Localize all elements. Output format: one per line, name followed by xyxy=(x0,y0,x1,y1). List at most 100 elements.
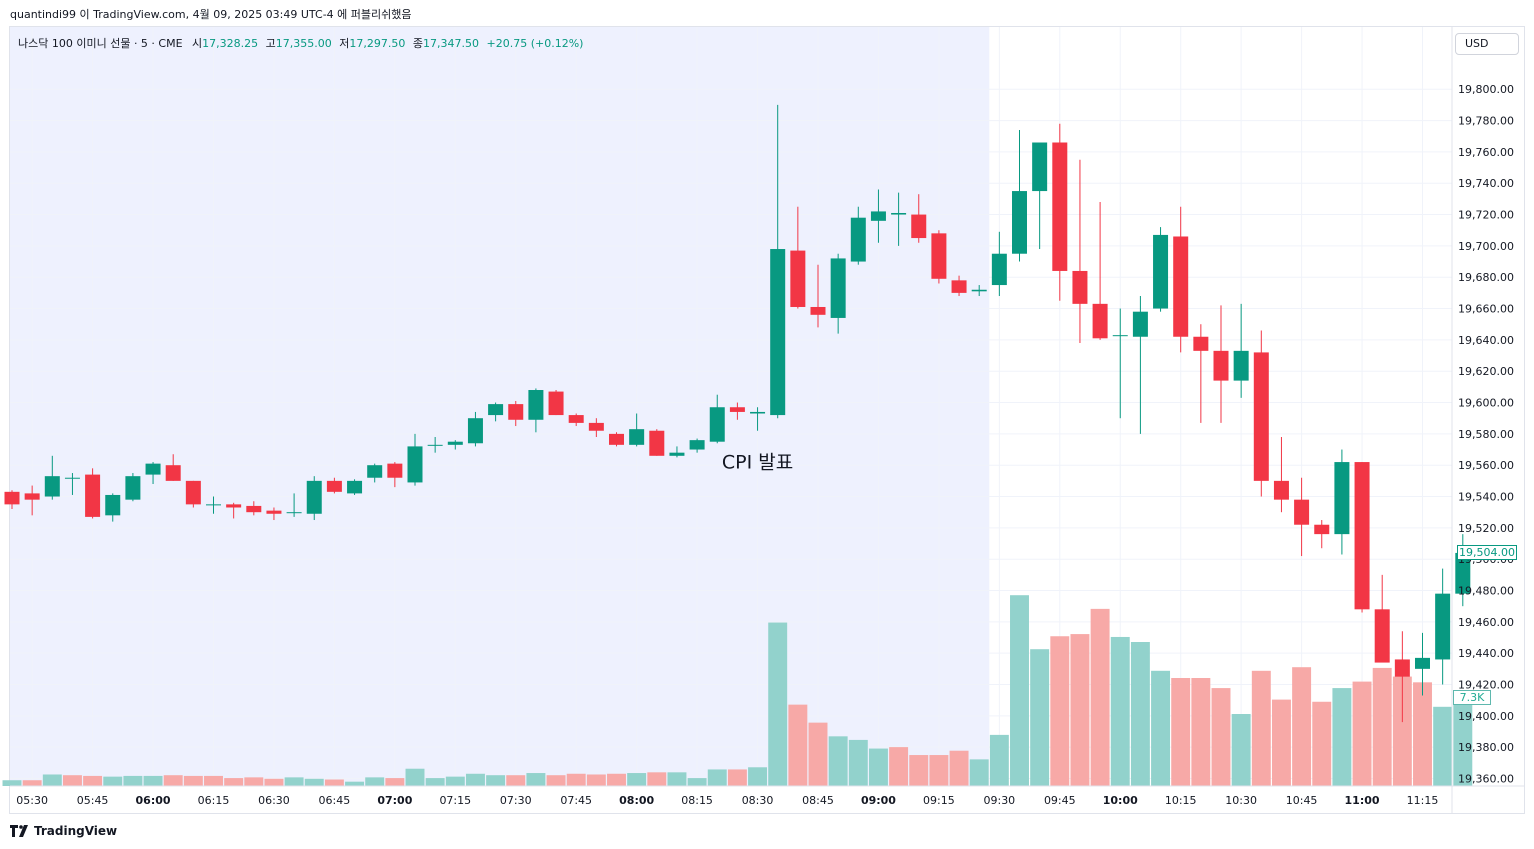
candle[interactable] xyxy=(588,418,604,438)
candle[interactable] xyxy=(548,390,564,416)
candle[interactable] xyxy=(1354,462,1370,613)
footer[interactable]: TradingView xyxy=(10,824,117,838)
candle[interactable] xyxy=(1213,305,1229,423)
candle[interactable] xyxy=(4,490,20,510)
candle[interactable] xyxy=(326,477,342,494)
candle-body xyxy=(367,465,383,478)
candle[interactable] xyxy=(1435,568,1451,685)
candle[interactable] xyxy=(1112,308,1128,419)
candle[interactable] xyxy=(649,429,665,456)
candle[interactable] xyxy=(971,285,987,297)
candle[interactable] xyxy=(1012,129,1027,262)
candle[interactable] xyxy=(447,440,463,450)
candle[interactable] xyxy=(669,446,685,458)
candle[interactable] xyxy=(770,104,786,419)
candle-body xyxy=(1112,335,1128,337)
candle[interactable] xyxy=(1294,477,1310,557)
candle[interactable] xyxy=(528,388,544,433)
candle[interactable] xyxy=(1032,142,1048,250)
candle[interactable] xyxy=(689,438,705,453)
candle[interactable] xyxy=(1052,123,1068,301)
candle-body xyxy=(669,452,685,456)
candle[interactable] xyxy=(1253,330,1269,497)
candle[interactable] xyxy=(266,507,282,521)
candle[interactable] xyxy=(1153,227,1169,312)
candle[interactable] xyxy=(810,264,826,328)
candle[interactable] xyxy=(951,275,967,297)
candle[interactable] xyxy=(1193,324,1209,423)
candle[interactable] xyxy=(991,231,1007,297)
candle[interactable] xyxy=(870,189,886,243)
candle[interactable] xyxy=(306,476,322,521)
candle[interactable] xyxy=(568,413,584,427)
candle[interactable] xyxy=(891,192,907,246)
candle[interactable] xyxy=(1415,632,1430,696)
candle[interactable] xyxy=(729,402,745,420)
volume-bar xyxy=(486,775,506,786)
candle[interactable] xyxy=(125,473,141,502)
currency-button[interactable]: USD xyxy=(1455,33,1519,55)
candle[interactable] xyxy=(1314,520,1330,549)
volume-bar xyxy=(566,773,586,786)
candle[interactable] xyxy=(467,411,483,447)
candle[interactable] xyxy=(1334,449,1350,555)
volume-bar xyxy=(1352,681,1372,786)
volume-bar xyxy=(727,769,747,786)
candle-body xyxy=(729,407,745,412)
volume-bar xyxy=(284,777,304,786)
price-tick-label: 19,400.00 xyxy=(1458,710,1514,723)
candle[interactable] xyxy=(931,230,947,284)
candle-body xyxy=(870,211,886,221)
candle[interactable] xyxy=(347,479,363,495)
candle[interactable] xyxy=(165,454,181,481)
candle-body xyxy=(971,289,987,292)
time-tick-label: 08:00 xyxy=(619,794,654,807)
candle[interactable] xyxy=(367,463,383,483)
candle[interactable] xyxy=(206,496,221,514)
candle[interactable] xyxy=(407,433,423,486)
candle[interactable] xyxy=(750,407,766,431)
symbol-name[interactable]: 나스닥 100 이미니 선물 · 5 · CME xyxy=(18,37,183,50)
volume-bar xyxy=(42,774,62,786)
volume-bar xyxy=(1191,678,1211,786)
candle-body xyxy=(689,440,705,450)
candle[interactable] xyxy=(1072,159,1088,344)
candle[interactable] xyxy=(44,455,60,500)
candle-body xyxy=(44,476,60,497)
candle[interactable] xyxy=(24,485,40,516)
candle[interactable] xyxy=(488,402,504,422)
candle[interactable] xyxy=(427,437,443,453)
candle[interactable] xyxy=(286,493,302,517)
candle[interactable] xyxy=(830,253,846,334)
candle[interactable] xyxy=(105,493,121,522)
candle[interactable] xyxy=(226,502,242,519)
price-tick-label: 19,360.00 xyxy=(1458,773,1514,786)
candle[interactable] xyxy=(1173,206,1189,353)
candle[interactable] xyxy=(1374,574,1390,663)
candle[interactable] xyxy=(629,413,645,447)
candle[interactable] xyxy=(85,468,101,519)
candle[interactable] xyxy=(911,194,927,243)
candle[interactable] xyxy=(790,206,806,309)
candle[interactable] xyxy=(508,400,524,427)
candle[interactable] xyxy=(246,501,262,516)
candle[interactable] xyxy=(185,480,201,508)
volume-bar xyxy=(889,747,909,786)
candle[interactable] xyxy=(64,473,80,495)
candle[interactable] xyxy=(1132,296,1148,434)
candle[interactable] xyxy=(1092,202,1108,340)
candle[interactable] xyxy=(145,462,161,484)
time-tick-label: 05:45 xyxy=(77,794,109,807)
candle[interactable] xyxy=(387,462,403,488)
volume-bar xyxy=(62,775,82,786)
candle[interactable] xyxy=(1273,437,1289,513)
candle[interactable] xyxy=(1233,303,1249,398)
candle[interactable] xyxy=(609,432,624,447)
candle[interactable] xyxy=(850,206,866,265)
candle-body xyxy=(830,258,846,318)
candle[interactable] xyxy=(1394,631,1410,723)
high-label: 고 xyxy=(265,37,276,50)
volume-bar xyxy=(546,775,566,786)
candle[interactable] xyxy=(709,394,725,444)
